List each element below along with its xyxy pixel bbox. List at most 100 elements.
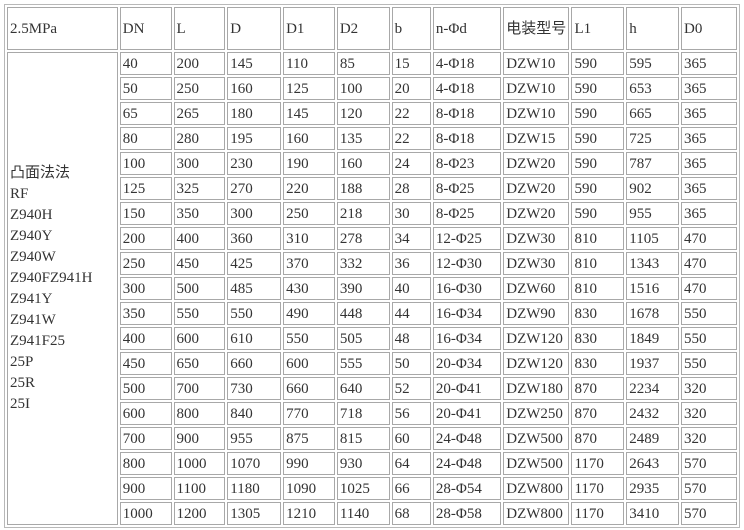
data-cell: 190 bbox=[283, 152, 335, 175]
data-cell: 280 bbox=[173, 127, 226, 150]
data-cell: 125 bbox=[119, 177, 172, 200]
data-cell: 930 bbox=[336, 452, 390, 475]
data-cell: 902 bbox=[626, 177, 680, 200]
data-cell: 195 bbox=[227, 127, 282, 150]
header-cell: DN bbox=[119, 7, 172, 50]
data-cell: 365 bbox=[681, 202, 737, 225]
data-cell: 570 bbox=[681, 502, 737, 525]
data-cell: 120 bbox=[336, 102, 390, 125]
data-cell: 270 bbox=[227, 177, 282, 200]
data-cell: 64 bbox=[391, 452, 431, 475]
data-cell: 550 bbox=[681, 327, 737, 350]
data-cell: DZW10 bbox=[503, 77, 570, 100]
data-cell: 300 bbox=[119, 277, 172, 300]
data-cell: 1090 bbox=[283, 477, 335, 500]
data-cell: 34 bbox=[391, 227, 431, 250]
data-cell: 145 bbox=[227, 52, 282, 75]
data-cell: 470 bbox=[681, 277, 737, 300]
data-cell: 350 bbox=[173, 202, 226, 225]
data-cell: 1140 bbox=[336, 502, 390, 525]
data-row: 600 800 840 770 718 56 20-Φ41 DZW250 870 2432 320 bbox=[7, 402, 737, 425]
data-cell: 718 bbox=[336, 402, 390, 425]
data-cell: 500 bbox=[119, 377, 172, 400]
data-cell: 188 bbox=[336, 177, 390, 200]
data-cell: 450 bbox=[119, 352, 172, 375]
data-cell: 325 bbox=[173, 177, 226, 200]
data-cell: 40 bbox=[119, 52, 172, 75]
data-cell: DZW10 bbox=[503, 102, 570, 125]
data-cell: 200 bbox=[173, 52, 226, 75]
data-cell: 590 bbox=[571, 102, 625, 125]
data-cell: 1170 bbox=[571, 502, 625, 525]
header-cell: h bbox=[626, 7, 680, 50]
data-cell: 160 bbox=[283, 127, 335, 150]
data-cell: 28-Φ54 bbox=[432, 477, 502, 500]
data-cell: 1305 bbox=[227, 502, 282, 525]
data-cell: 810 bbox=[571, 252, 625, 275]
data-cell: 2935 bbox=[626, 477, 680, 500]
data-cell: 250 bbox=[173, 77, 226, 100]
side-label: Z940W bbox=[10, 248, 56, 265]
data-cell: 840 bbox=[227, 402, 282, 425]
data-cell: 830 bbox=[571, 302, 625, 325]
data-row: 500 700 730 660 640 52 20-Φ41 DZW180 870 2234 320 bbox=[7, 377, 737, 400]
data-cell: 550 bbox=[227, 302, 282, 325]
data-cell: 12-Φ25 bbox=[432, 227, 502, 250]
data-cell: 730 bbox=[227, 377, 282, 400]
data-cell: 160 bbox=[227, 77, 282, 100]
data-cell: 470 bbox=[681, 227, 737, 250]
data-row: 800 1000 1070 990 930 64 24-Φ48 DZW500 1170 2643 5… bbox=[7, 452, 737, 475]
data-cell: 900 bbox=[119, 477, 172, 500]
data-cell: 660 bbox=[227, 352, 282, 375]
data-cell: DZW500 bbox=[503, 452, 570, 475]
data-cell: 400 bbox=[119, 327, 172, 350]
data-cell: 30 bbox=[391, 202, 431, 225]
data-row: 65 265 180 145 120 22 8-Φ18 DZW10 590 665 365 bbox=[7, 102, 737, 125]
data-cell: 16-Φ30 bbox=[432, 277, 502, 300]
data-cell: DZW20 bbox=[503, 177, 570, 200]
side-label: 凸面法法 bbox=[10, 164, 71, 181]
data-cell: DZW30 bbox=[503, 252, 570, 275]
data-cell: 650 bbox=[173, 352, 226, 375]
data-cell: 24 bbox=[391, 152, 431, 175]
data-cell: DZW20 bbox=[503, 152, 570, 175]
data-cell: 3410 bbox=[626, 502, 680, 525]
data-cell: 815 bbox=[336, 427, 390, 450]
data-cell: 425 bbox=[227, 252, 282, 275]
data-cell: 220 bbox=[283, 177, 335, 200]
data-cell: DZW20 bbox=[503, 202, 570, 225]
data-cell: 320 bbox=[681, 427, 737, 450]
data-cell: 332 bbox=[336, 252, 390, 275]
data-cell: DZW30 bbox=[503, 227, 570, 250]
data-cell: 1105 bbox=[626, 227, 680, 250]
data-cell: 36 bbox=[391, 252, 431, 275]
data-cell: 653 bbox=[626, 77, 680, 100]
header-cell: 电装型号 bbox=[503, 7, 570, 50]
data-cell: 180 bbox=[227, 102, 282, 125]
data-row: 100 300 230 190 160 24 8-Φ23 DZW20 590 787 365 bbox=[7, 152, 737, 175]
data-cell: 16-Φ34 bbox=[432, 302, 502, 325]
data-cell: 200 bbox=[119, 227, 172, 250]
data-cell: 610 bbox=[227, 327, 282, 350]
data-cell: 550 bbox=[681, 352, 737, 375]
data-cell: 665 bbox=[626, 102, 680, 125]
data-cell: 900 bbox=[173, 427, 226, 450]
side-label: 25I bbox=[10, 395, 30, 412]
data-cell: 830 bbox=[571, 327, 625, 350]
data-cell: 550 bbox=[283, 327, 335, 350]
data-cell: 590 bbox=[571, 52, 625, 75]
data-cell: 500 bbox=[173, 277, 226, 300]
data-cell: 300 bbox=[173, 152, 226, 175]
data-cell: 4-Φ18 bbox=[432, 77, 502, 100]
data-cell: 485 bbox=[227, 277, 282, 300]
data-cell: 24-Φ48 bbox=[432, 427, 502, 450]
data-cell: 955 bbox=[626, 202, 680, 225]
data-cell: 15 bbox=[391, 52, 431, 75]
data-cell: 16-Φ34 bbox=[432, 327, 502, 350]
data-cell: 65 bbox=[119, 102, 172, 125]
data-cell: 300 bbox=[227, 202, 282, 225]
data-cell: 48 bbox=[391, 327, 431, 350]
data-cell: 490 bbox=[283, 302, 335, 325]
data-cell: 125 bbox=[283, 77, 335, 100]
